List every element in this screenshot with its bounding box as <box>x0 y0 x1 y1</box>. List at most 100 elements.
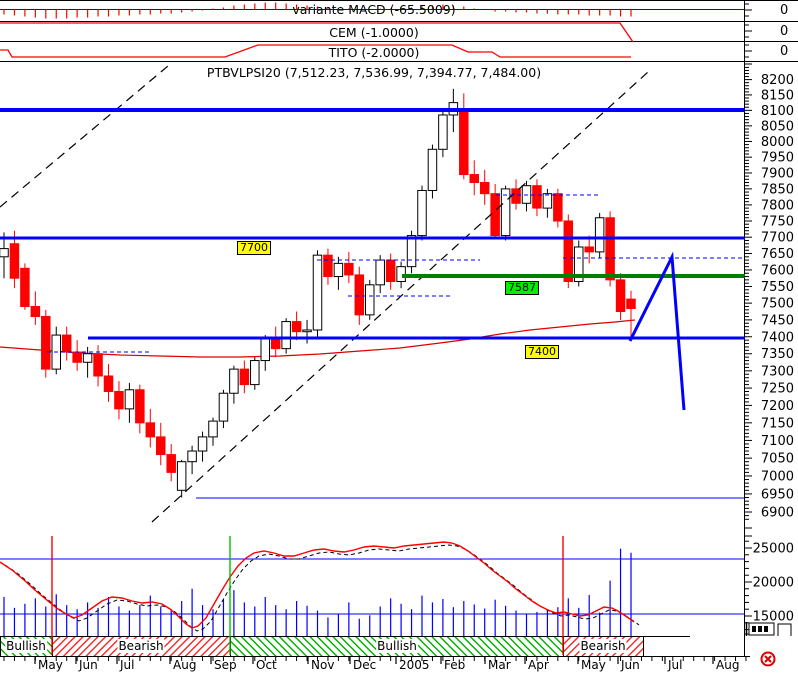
time-axis: May Jun Jul Aug Sep Oct Nov Dec 2005 Feb Mar Apr May… <box>0 656 750 672</box>
price-axis-label: 6950 <box>761 487 794 502</box>
candle-down <box>605 217 615 281</box>
candle-down <box>156 436 166 456</box>
price-axis-label: 8100 <box>761 104 794 119</box>
level-label-7587[interactable]: 7587 <box>505 281 539 295</box>
price-axis-label: 7350 <box>761 347 794 362</box>
candle-down <box>511 188 521 204</box>
candle-up <box>176 461 187 491</box>
trendline <box>151 71 649 523</box>
macd-zero-label: 0 <box>780 3 789 18</box>
month-label: May <box>581 658 606 672</box>
macd-histogram <box>0 2 744 19</box>
support-resistance-lines[interactable] <box>0 108 745 499</box>
month-label: Jun <box>78 658 98 672</box>
price-axis-label: 7500 <box>761 297 794 312</box>
oscillator-signal-line <box>4 544 640 632</box>
band-label-bullish-1: Bullish <box>5 639 47 653</box>
month-label: Oct <box>256 658 277 672</box>
candle-up <box>312 254 323 331</box>
price-pane <box>0 319 636 358</box>
price-axis-label: 7200 <box>761 399 794 414</box>
price-axis-label: 7750 <box>761 214 794 229</box>
candle-up <box>281 321 291 350</box>
candle-down <box>103 375 114 393</box>
cem-line <box>0 22 634 43</box>
tito-zero-label: 0 <box>780 44 789 59</box>
volume-pane <box>0 536 744 655</box>
candle-down <box>344 262 354 276</box>
main-chart-title: PTBVLPSI20 (7,512.23, 7,536.99, 7,394.77… <box>206 65 542 80</box>
price-axis-label: 7800 <box>761 198 794 213</box>
candle-up <box>406 235 417 268</box>
band-segment-none <box>644 637 690 656</box>
candle-up <box>365 284 375 316</box>
candle-down <box>615 279 626 312</box>
month-label: Apr <box>528 658 549 672</box>
month-label: Jul <box>667 658 682 672</box>
candle-down <box>93 353 103 377</box>
cem-zero-label: 0 <box>780 24 789 39</box>
candle-down <box>61 334 72 353</box>
right-axis: 8200815081008050800079507900785078007750… <box>744 3 794 635</box>
band-label-bearish-1: Bearish <box>117 639 165 653</box>
candle-down <box>323 254 333 278</box>
price-axis-label: 7550 <box>761 280 794 295</box>
candle-down <box>239 368 250 386</box>
candle-down <box>270 337 281 350</box>
price-axis-label: 7150 <box>761 416 794 431</box>
price-axis-label: 6900 <box>761 506 794 521</box>
candle-down <box>30 305 41 318</box>
price-axis-label: 7900 <box>761 166 794 181</box>
candle-down <box>490 193 500 237</box>
level-label-7400[interactable]: 7400 <box>525 345 559 359</box>
candle-up <box>187 450 197 463</box>
price-axis-label: 7700 <box>761 231 794 246</box>
price-axis-label: 7950 <box>761 151 794 166</box>
moving-average-line <box>0 319 636 358</box>
price-axis-label: 7400 <box>761 330 794 345</box>
candle-down <box>135 389 145 424</box>
candle-up <box>302 329 312 333</box>
month-label: Jul <box>119 658 134 672</box>
forecast-zigzag[interactable] <box>628 251 686 411</box>
candle-down <box>291 321 302 333</box>
candle-up <box>500 188 511 237</box>
candle-up <box>82 353 93 363</box>
month-label: Dec <box>353 658 376 672</box>
candle-down <box>563 220 574 283</box>
candle-up <box>438 114 448 150</box>
candle-down <box>532 185 542 209</box>
mini-scrollbar[interactable] <box>745 622 792 636</box>
price-axis-label: 7000 <box>761 469 794 484</box>
status-stop-icon <box>760 651 776 667</box>
candle-up <box>427 148 438 191</box>
price-axis-label: 8150 <box>761 88 794 103</box>
candle-down <box>479 182 490 195</box>
month-label: May <box>38 658 63 672</box>
candle-up <box>0 248 9 258</box>
level-label-7700[interactable]: 7700 <box>237 241 271 255</box>
price-axis-label: 7100 <box>761 434 794 449</box>
candle-up <box>574 246 584 283</box>
price-axis-label: 7050 <box>761 452 794 467</box>
candle-up <box>124 389 135 410</box>
price-axis-label: 8200 <box>761 73 794 88</box>
candle-up <box>521 185 532 204</box>
dashed-levels[interactable] <box>47 194 742 353</box>
candle-down <box>166 454 176 473</box>
volume-axis-label: 20000 <box>753 576 794 591</box>
price-axis-label: 7300 <box>761 364 794 379</box>
volume-axis-label: 25000 <box>753 542 794 557</box>
candle-up <box>333 262 344 278</box>
trendlines[interactable] <box>0 65 649 523</box>
volume-axis-label: 15000 <box>753 610 794 625</box>
price-axis-label: 7850 <box>761 182 794 197</box>
candle-down <box>385 259 396 283</box>
candle-up <box>218 392 229 422</box>
candle-down <box>553 193 563 222</box>
candle-up <box>594 217 605 253</box>
tito-panel-title: TITO (-2.0000) <box>328 45 420 60</box>
month-label: Mar <box>488 658 511 672</box>
